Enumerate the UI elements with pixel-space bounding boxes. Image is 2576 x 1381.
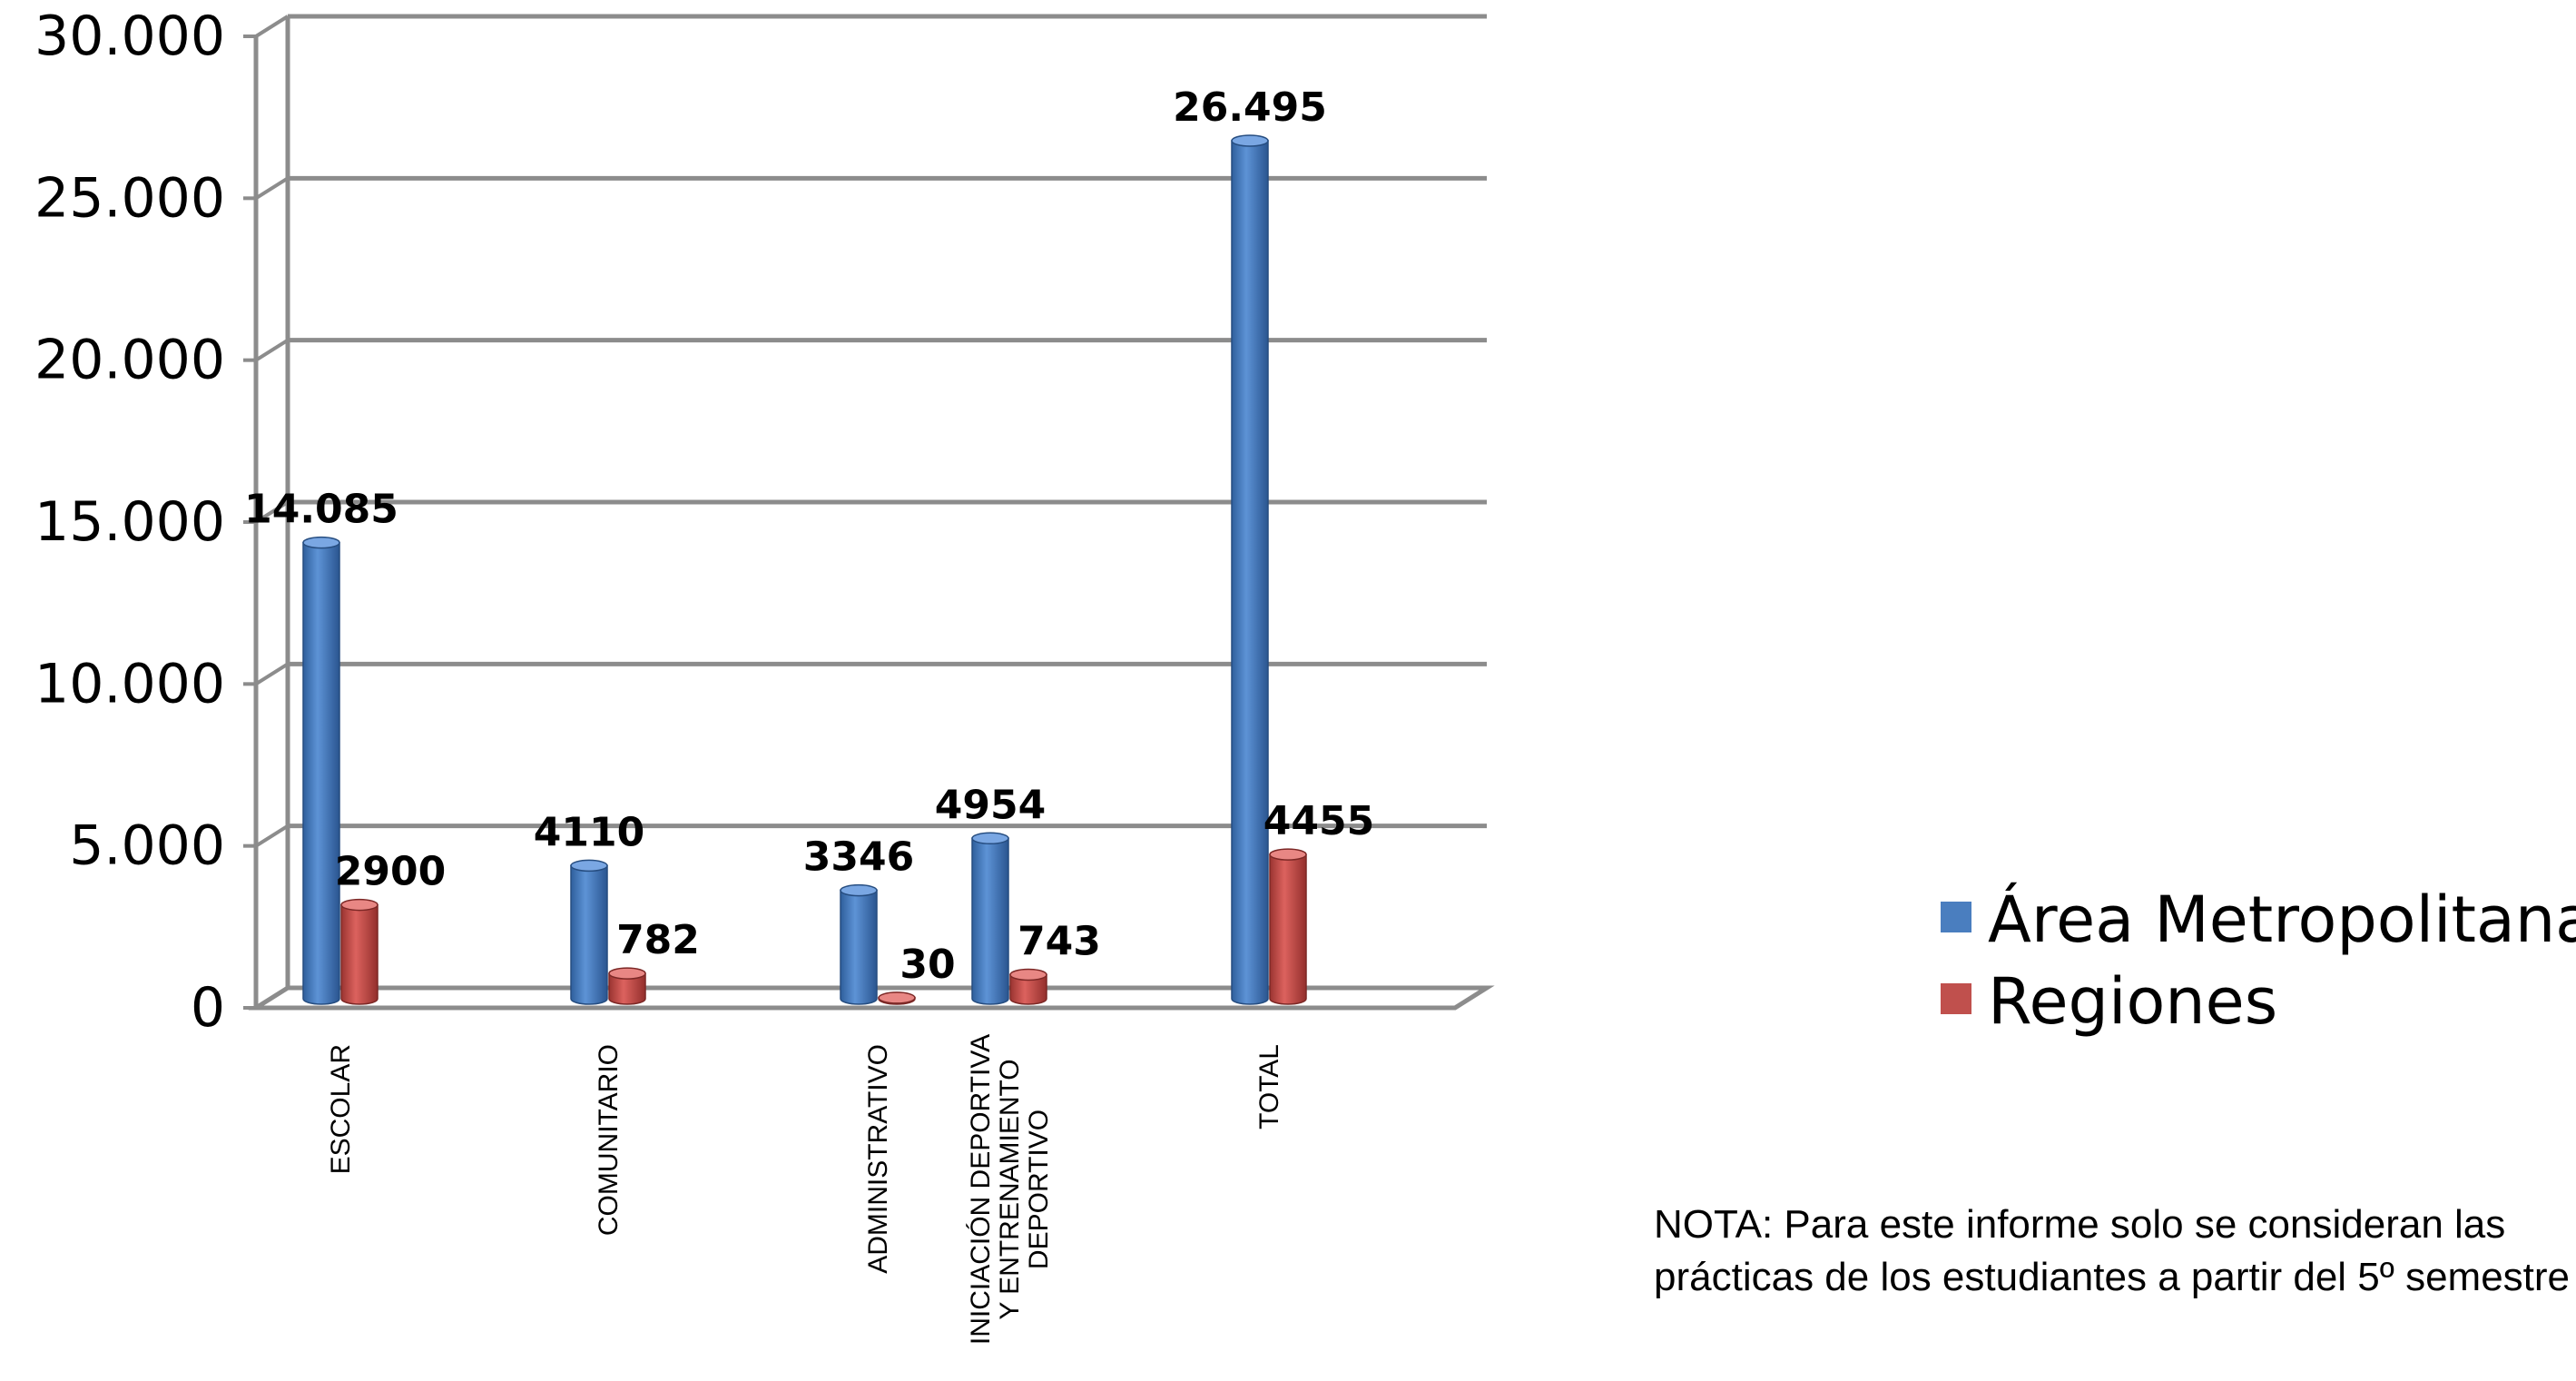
- bar-top: [840, 883, 878, 897]
- bars: [302, 134, 1307, 1005]
- gridline-side: [254, 824, 290, 848]
- floor: [248, 985, 1495, 1011]
- data-label: 26.495: [1173, 84, 1327, 131]
- data-label: 30: [900, 942, 955, 988]
- bar-top: [570, 859, 608, 873]
- y-tick-label: 20.000: [34, 329, 225, 392]
- bar: [302, 541, 340, 1005]
- data-label: 2900: [335, 849, 446, 895]
- data-labels: 14.085 4110 3346 4954 26.495 2900 782 30 743 4455: [244, 84, 1374, 988]
- category-labels: ESCOLAR COMUNITARIO ADMINISTRATIVO INICIACI…: [326, 1034, 1284, 1345]
- category-label: ESCOLAR: [326, 1044, 356, 1174]
- category-label: TOTAL: [1254, 1044, 1284, 1129]
- legend-label: Área Metropolitana: [1988, 883, 2576, 957]
- legend-swatch: [1941, 983, 1971, 1014]
- bar: [1009, 973, 1047, 1005]
- y-tick-label: 15.000: [34, 490, 225, 554]
- note: NOTA: Para este informe solo se consider…: [1654, 1199, 2576, 1304]
- data-label: 3346: [803, 834, 914, 881]
- bar: [340, 903, 379, 1005]
- y-tick-label: 10.000: [34, 652, 225, 715]
- gridlines: [254, 14, 1487, 1010]
- category-label: Y ENTRENAMIENTO: [995, 1059, 1025, 1319]
- bar: [1231, 140, 1269, 1005]
- legend-swatch: [1941, 902, 1971, 932]
- data-label: 4954: [935, 782, 1046, 828]
- data-label: 782: [616, 917, 700, 963]
- gridline-side: [254, 176, 290, 201]
- gridline-side: [254, 500, 290, 524]
- axes: [243, 16, 1495, 1011]
- gridline-side: [254, 15, 290, 38]
- bar-top: [1269, 848, 1307, 861]
- y-tick-label: 30.000: [34, 5, 225, 68]
- category-label: DEPORTIVO: [1024, 1110, 1054, 1269]
- note-line-1: NOTA: Para este informe solo se consider…: [1654, 1202, 2506, 1247]
- y-tick-label: 5.000: [69, 814, 225, 878]
- category-label: INICIACIÓN DEPORTIVA: [966, 1034, 996, 1345]
- data-label: 4110: [534, 809, 644, 855]
- bar: [608, 972, 646, 1005]
- bar: [1269, 853, 1307, 1005]
- bar: [570, 864, 608, 1005]
- bar-top: [878, 991, 916, 1004]
- data-label: 4455: [1263, 798, 1374, 844]
- bar-top: [1009, 968, 1047, 981]
- bar: [971, 837, 1009, 1005]
- y-tick-label: 0: [191, 976, 225, 1040]
- bar-top: [608, 967, 646, 980]
- category-label: ADMINISTRATIVO: [863, 1044, 893, 1274]
- y-tick-label: 25.000: [34, 166, 225, 230]
- gridline-side: [254, 338, 290, 362]
- category-label: COMUNITARIO: [594, 1044, 624, 1236]
- data-label: 743: [1018, 918, 1101, 964]
- y-tick-labels: 0 5.000 10.000 15.000 20.000 25.000 30.000: [34, 5, 225, 1040]
- data-label: 14.085: [244, 487, 398, 533]
- bar-top: [971, 832, 1009, 845]
- gridline-side: [254, 662, 290, 686]
- note-line-2: prácticas de los estudiantes a partir de…: [1654, 1255, 2571, 1299]
- legend-label: Regiones: [1988, 964, 2277, 1039]
- bar-top: [1231, 134, 1269, 147]
- bar: [840, 889, 878, 1005]
- bar-top: [302, 536, 340, 549]
- bar-top: [340, 898, 379, 912]
